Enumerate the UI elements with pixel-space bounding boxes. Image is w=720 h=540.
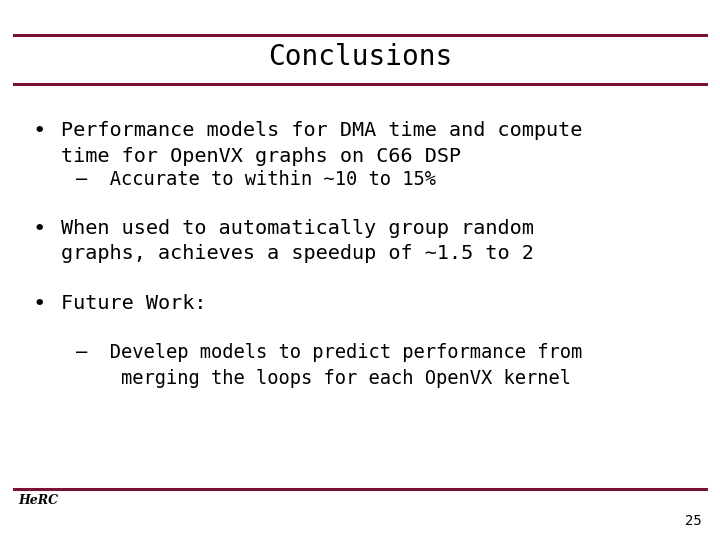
Text: •: • [32, 122, 46, 141]
Text: Conclusions: Conclusions [268, 43, 452, 71]
Text: When used to automatically group random
graphs, achieves a speedup of ~1.5 to 2: When used to automatically group random … [61, 219, 534, 264]
Text: •: • [32, 219, 46, 239]
Text: –  Accurate to within ~10 to 15%: – Accurate to within ~10 to 15% [76, 170, 436, 189]
Text: •: • [32, 294, 46, 314]
Text: HeRC: HeRC [18, 494, 58, 507]
Text: Performance models for DMA time and compute
time for OpenVX graphs on C66 DSP: Performance models for DMA time and comp… [61, 122, 582, 166]
Text: 25: 25 [685, 514, 702, 528]
Text: Future Work:: Future Work: [61, 294, 207, 313]
Text: –  Develep models to predict performance from
    merging the loops for each Ope: – Develep models to predict performance … [76, 343, 582, 388]
